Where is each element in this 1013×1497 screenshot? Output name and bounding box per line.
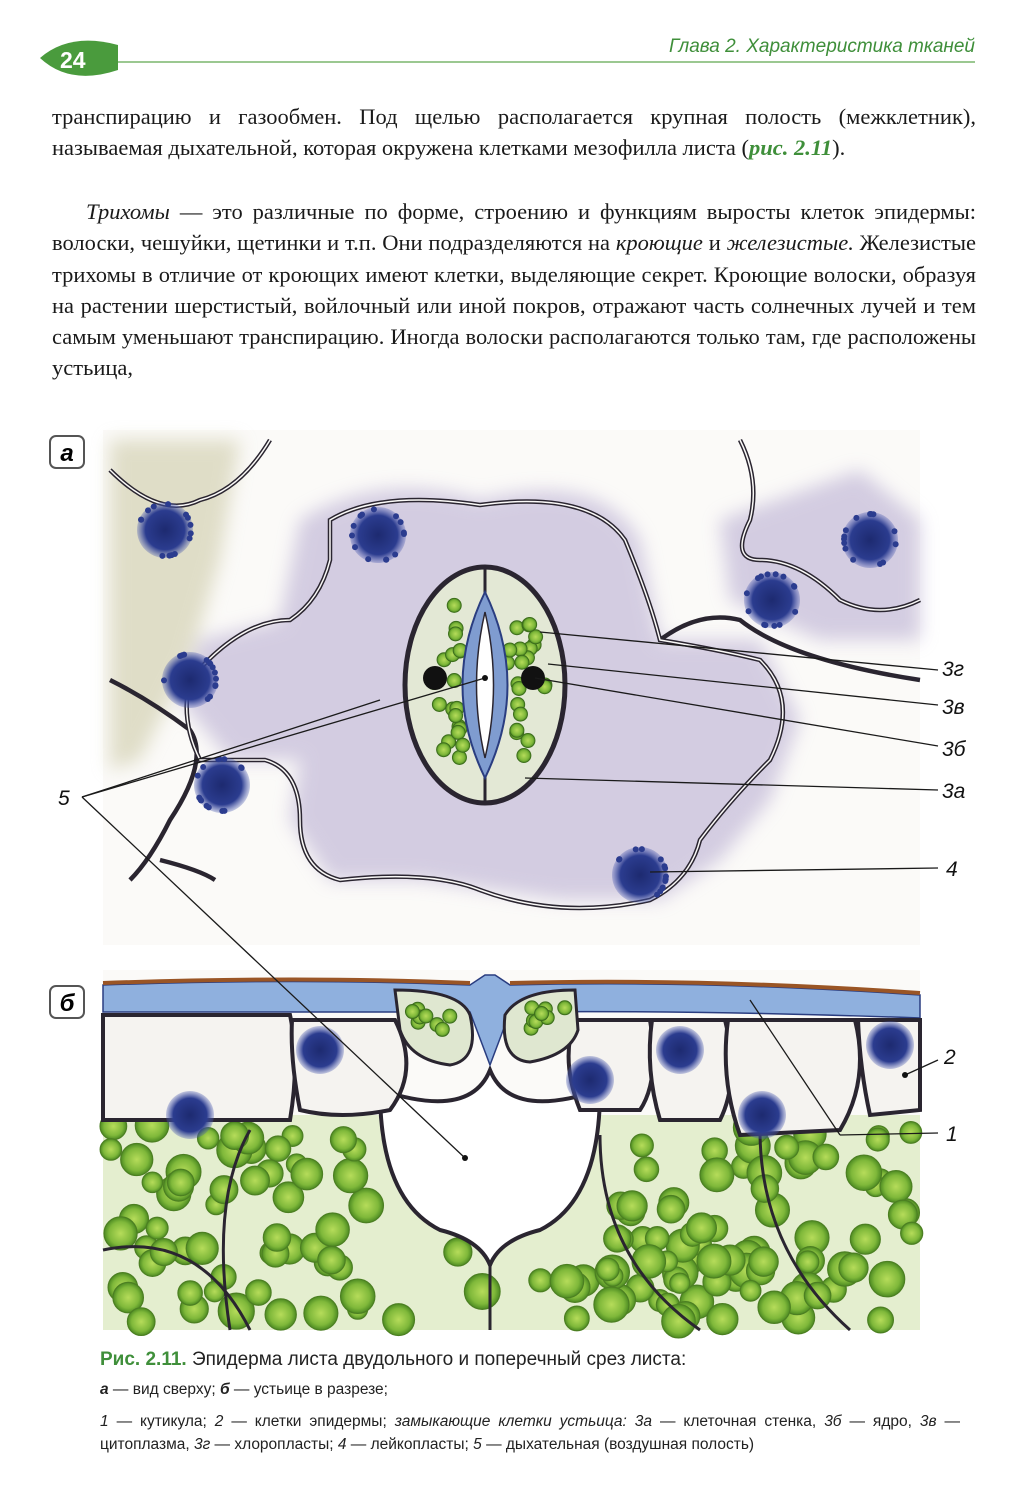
callout-label: 5: [58, 787, 70, 810]
panel-label: а: [60, 440, 73, 467]
text: — кутикула;: [108, 1413, 215, 1430]
text: — дыхательная (воздушная полость): [481, 1436, 755, 1453]
text: — это различные по форме, строению и фун…: [52, 199, 976, 256]
caption-key: 5: [473, 1436, 482, 1453]
caption-number: Рис. 2.11.: [100, 1349, 187, 1370]
term: Трихомы: [86, 199, 170, 224]
text: — вид сверху;: [108, 1381, 220, 1398]
term: кроющие: [615, 230, 703, 256]
panel-box: [49, 985, 85, 1019]
caption-key: 3в: [919, 1413, 937, 1430]
callout-lines: [81, 631, 939, 1159]
callout-label: 3г: [942, 658, 964, 681]
caption-key: 3г: [193, 1436, 211, 1453]
text: — устьице в разрезе;: [229, 1381, 388, 1398]
running-title: Глава 2. Характеристика тканей: [668, 36, 975, 57]
caption-key: 2: [214, 1413, 224, 1430]
text: — ядро,: [841, 1413, 920, 1430]
page-number: 24: [60, 47, 86, 73]
caption-key: 4: [337, 1436, 347, 1453]
text: и: [702, 230, 727, 256]
text: — клеточная стенка,: [652, 1413, 825, 1430]
caption-key: б: [219, 1381, 230, 1398]
caption-key: 1: [100, 1413, 109, 1430]
caption-key: а: [100, 1381, 109, 1398]
text: — лейкопласты;: [346, 1436, 474, 1453]
panel-a-drawing: [103, 430, 922, 945]
figure-art: а б 3г 3в 3б 3а 4 5 2 1: [40, 40, 975, 1339]
text: Железистые трихомы в отличие от кроющих …: [52, 230, 976, 381]
term: железистые.: [726, 230, 854, 256]
caption-key: замыкающие клетки устьица: 3а: [394, 1413, 653, 1430]
caption-title: Рис. 2.11. Эпидерма листа двудольного и …: [100, 1349, 960, 1371]
text: — клетки эпидермы;: [223, 1413, 395, 1430]
text: — хлоропласты;: [210, 1436, 338, 1453]
figure-ref: рис. 2.11: [749, 135, 833, 161]
paragraph: транспирацию и газообмен. Под щелью расп…: [52, 101, 976, 164]
text: — цитоплазма,: [100, 1413, 961, 1453]
callout-label: 4: [946, 858, 958, 881]
caption-line: 1 — кутикула; 2 — клетки эпидермы; замык…: [100, 1410, 960, 1456]
text: Эпидерма листа двудольного и поперечный …: [186, 1349, 687, 1370]
text: транспирацию и газообмен. Под щелью расп…: [52, 104, 976, 161]
caption-line: а — вид сверху; б — устьице в разрезе;: [100, 1381, 960, 1399]
panel-b-drawing: [99, 970, 924, 1339]
callout-label: 1: [946, 1123, 958, 1146]
caption-key: 3б: [824, 1413, 842, 1430]
panel-label: б: [60, 990, 76, 1017]
text: ).: [832, 135, 846, 161]
callout-label: 3в: [942, 696, 965, 719]
panel-box: [49, 435, 85, 469]
paragraph: Трихомы — это различные по форме, строен…: [52, 196, 976, 384]
callout-label: 3а: [942, 780, 965, 803]
callout-label: 2: [943, 1046, 956, 1069]
page-leaf: [40, 40, 118, 76]
callout-label: 3б: [942, 738, 967, 761]
